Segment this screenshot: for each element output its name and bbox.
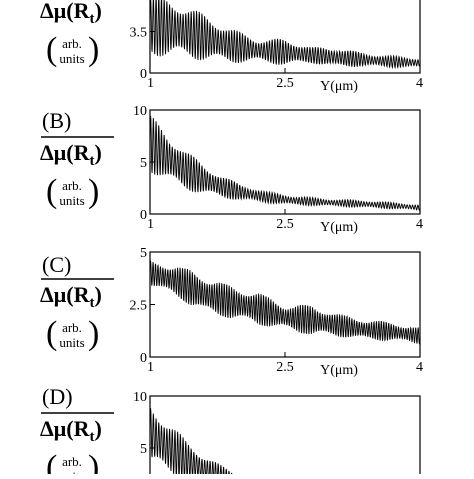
chart-panel-3: 0 2.5 5 1 2.5 4 Y(μm) (C) Δμ(Rt) ( arb.units) [40,246,423,378]
series-line [149,260,421,345]
units-bottom: units [59,469,84,474]
units-paren-right: ) [88,173,99,210]
x-tick-label: 4 [416,217,423,232]
units-paren-right: ) [88,315,99,352]
y-label-symbol: Δμ(R [40,416,91,441]
units-paren-left: ( [46,315,57,352]
y-label-main: Δμ(Rt) [40,282,102,311]
y-label-main: Δμ(Rt) [40,416,102,445]
plot-frame [149,251,421,358]
units-paren-left: ( [46,449,57,474]
units-top: arb. [62,320,82,335]
y-tick-label: 0 [140,351,147,366]
y-tick-label: 5 [140,156,147,171]
x-axis-label: Y(μm) [320,79,358,94]
chart-panel-2: 0 5 10 1 2.5 4 Y(μm) (B) Δμ(Rt) ( arb.units) [40,104,423,235]
series-line [149,0,421,70]
chart-panel-4: 5 10 (D) Δμ(Rt) ( arb.units) [40,384,421,479]
units-top: arb. [62,36,82,51]
y-label-symbol: Δμ(R [40,140,91,165]
units-top: arb. [62,454,82,469]
x-axis-label: Y(μm) [320,220,358,235]
x-tick-label: 2.5 [276,76,294,91]
x-tick-label: 4 [416,76,423,91]
y-label-main: Δμ(Rt) [40,0,102,27]
y-label-close: ) [94,282,101,307]
y-label-symbol: Δμ(R [40,0,91,23]
panel-label: (D) [42,384,73,409]
x-tick-label: 4 [416,360,423,375]
units-bottom: units [59,335,84,350]
y-tick-label: 2.5 [130,299,148,314]
x-tick-label: 1 [147,76,154,91]
panel-label: (B) [42,108,71,133]
y-label-subscript: t [89,429,94,445]
x-tick-label: 2.5 [276,217,294,232]
units-top: arb. [62,178,82,193]
panel-label: (C) [42,252,71,277]
y-tick-label: 10 [133,104,147,119]
series-line [149,408,260,479]
y-tick-label: 3.5 [130,26,148,41]
x-tick-label: 2.5 [276,360,294,375]
y-tick-label: 5 [140,246,147,261]
y-label-subscript: t [89,295,94,311]
y-label-close: ) [94,416,101,441]
y-tick-label: 5 [140,442,147,457]
x-tick-label: 1 [147,360,154,375]
y-tick-label: 0 [140,208,147,223]
series-line [149,115,421,212]
units-paren-left: ( [46,31,57,68]
x-tick-label: 1 [147,217,154,232]
units-bottom: units [59,193,84,208]
y-tick-label: 10 [133,390,147,405]
y-label-close: ) [94,0,101,23]
y-label-main: Δμ(Rt) [40,140,102,169]
units-paren-left: ( [46,173,57,210]
units-bottom: units [59,51,84,66]
x-axis-label: Y(μm) [320,363,358,378]
chart-panel-1: 0 3.5 1 2.5 4 Y(μm) Δμ(Rt) ( arb.units) [40,0,423,94]
units-paren-right: ) [88,31,99,68]
y-label-symbol: Δμ(R [40,282,91,307]
y-label-subscript: t [89,153,94,169]
y-label-close: ) [94,140,101,165]
y-tick-label: 0 [140,67,147,82]
units-paren-right: ) [88,449,99,474]
y-label-subscript: t [89,11,94,27]
